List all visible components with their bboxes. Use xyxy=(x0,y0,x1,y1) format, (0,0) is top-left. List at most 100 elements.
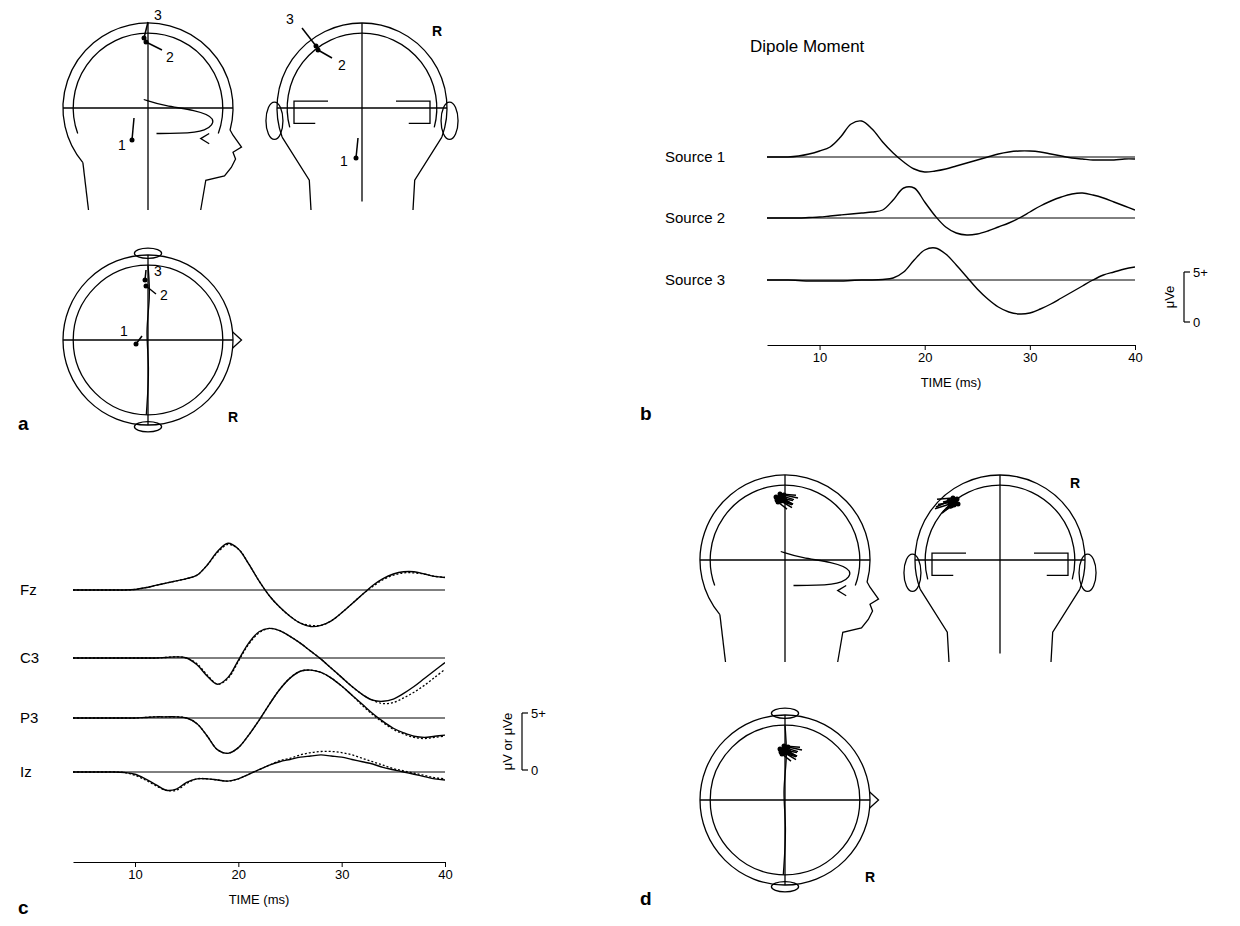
panel-letter: d xyxy=(640,888,652,909)
series-label: Fz xyxy=(20,581,37,598)
scale-bar-line xyxy=(521,713,522,770)
skull xyxy=(63,23,242,210)
panel-letter: b xyxy=(640,403,652,424)
dipole xyxy=(130,138,135,143)
trace-panel: FzC3P3Iz10203040TIME (ms)05+μV or μVec xyxy=(18,543,546,918)
dipole xyxy=(134,342,139,347)
tick-label: 20 xyxy=(918,350,932,365)
dipole xyxy=(142,36,147,41)
dipole xyxy=(774,495,779,500)
tick-label: 20 xyxy=(232,867,246,882)
eye xyxy=(838,586,847,596)
neck xyxy=(720,615,726,662)
series-label: Source 2 xyxy=(665,209,725,226)
plot-area xyxy=(767,121,1135,314)
temporal-lobe xyxy=(144,100,213,134)
dipole-label: 1 xyxy=(120,323,128,339)
nose xyxy=(232,332,241,349)
tick-label: 30 xyxy=(1023,350,1037,365)
baseline xyxy=(767,218,1135,219)
dipole xyxy=(783,498,788,503)
trace xyxy=(767,248,1135,314)
tick-label: 40 xyxy=(1128,350,1142,365)
dipole xyxy=(956,502,961,507)
side-label: R xyxy=(432,23,442,39)
side-label: R xyxy=(1070,475,1080,491)
trace xyxy=(767,121,1135,172)
dipole-label: 3 xyxy=(154,263,162,279)
eye xyxy=(201,134,210,144)
head-outline: 123R xyxy=(63,248,242,432)
dipole xyxy=(786,745,791,750)
tick: 20 xyxy=(918,345,932,365)
series-label: C3 xyxy=(20,649,39,666)
x-axis: 10 20 30 40 xyxy=(768,345,1143,365)
tick-label: 10 xyxy=(813,350,827,365)
scale-bar-unit: μV or μVe xyxy=(500,713,515,771)
dipole-moment xyxy=(146,42,162,50)
dipole xyxy=(787,750,792,755)
scale-bar-tick xyxy=(1184,271,1190,272)
tick: 10 xyxy=(128,862,142,882)
neck xyxy=(1051,589,1080,662)
series-label: P3 xyxy=(20,709,38,726)
neck xyxy=(920,589,949,662)
dipole-label: 2 xyxy=(160,287,168,303)
tick: 30 xyxy=(335,862,349,882)
neck xyxy=(282,137,311,210)
panel-a: 123123R123Ra xyxy=(18,7,458,434)
x-axis: 10203040 xyxy=(74,862,453,882)
series-label: Iz xyxy=(20,763,32,780)
baseline xyxy=(767,280,1135,281)
trace xyxy=(767,187,1135,235)
trace xyxy=(73,670,445,753)
series-label: Source 1 xyxy=(665,148,725,165)
scale-bar-unit: μVe xyxy=(1162,286,1177,309)
trace xyxy=(73,543,445,626)
scale-bar: 05+μV or μVe xyxy=(500,706,546,778)
fit-trace xyxy=(73,670,445,753)
neck xyxy=(83,163,89,210)
dipole-label: 1 xyxy=(340,153,348,169)
axis-line-v xyxy=(361,23,362,202)
dipole-label: 3 xyxy=(286,11,294,27)
temporal-lobe xyxy=(932,553,966,575)
panel-d: R Rd xyxy=(640,475,1096,909)
scale-bar-label: 0 xyxy=(531,763,538,778)
tick-label: 30 xyxy=(335,867,349,882)
trace xyxy=(73,628,445,701)
dipole xyxy=(955,497,960,502)
head-outline xyxy=(700,475,879,662)
tick: 40 xyxy=(1128,345,1142,365)
title: Dipole Moment xyxy=(750,37,865,56)
temporal-lobe xyxy=(396,101,430,123)
x-axis-title: TIME (ms) xyxy=(229,892,290,907)
fit-trace xyxy=(73,544,445,625)
scale-bar-label: 0 xyxy=(1193,315,1200,330)
skull xyxy=(700,715,870,885)
panel-letter: c xyxy=(18,897,29,918)
baseline xyxy=(767,157,1135,158)
side-label: R xyxy=(865,869,875,885)
trace xyxy=(73,755,445,791)
skull xyxy=(63,255,233,425)
axis-line-v xyxy=(147,23,148,210)
dipole-label: 2 xyxy=(166,49,174,65)
head-outline: R xyxy=(700,708,879,892)
baseline xyxy=(73,658,445,659)
scale-bar-line xyxy=(1183,272,1184,322)
axis-line xyxy=(768,345,1136,346)
temporal-lobe xyxy=(294,101,328,123)
nose xyxy=(869,792,878,809)
dipole xyxy=(143,278,148,283)
dipole xyxy=(778,747,783,752)
dipole xyxy=(780,752,785,757)
axis-line xyxy=(74,862,446,863)
plot-area xyxy=(73,543,445,791)
dipole-moment xyxy=(132,118,134,140)
dipole-moment xyxy=(356,138,358,158)
baseline xyxy=(73,718,445,719)
dipole xyxy=(144,284,149,289)
tick: 30 xyxy=(1023,345,1037,365)
head-outline: 123R xyxy=(266,11,458,210)
